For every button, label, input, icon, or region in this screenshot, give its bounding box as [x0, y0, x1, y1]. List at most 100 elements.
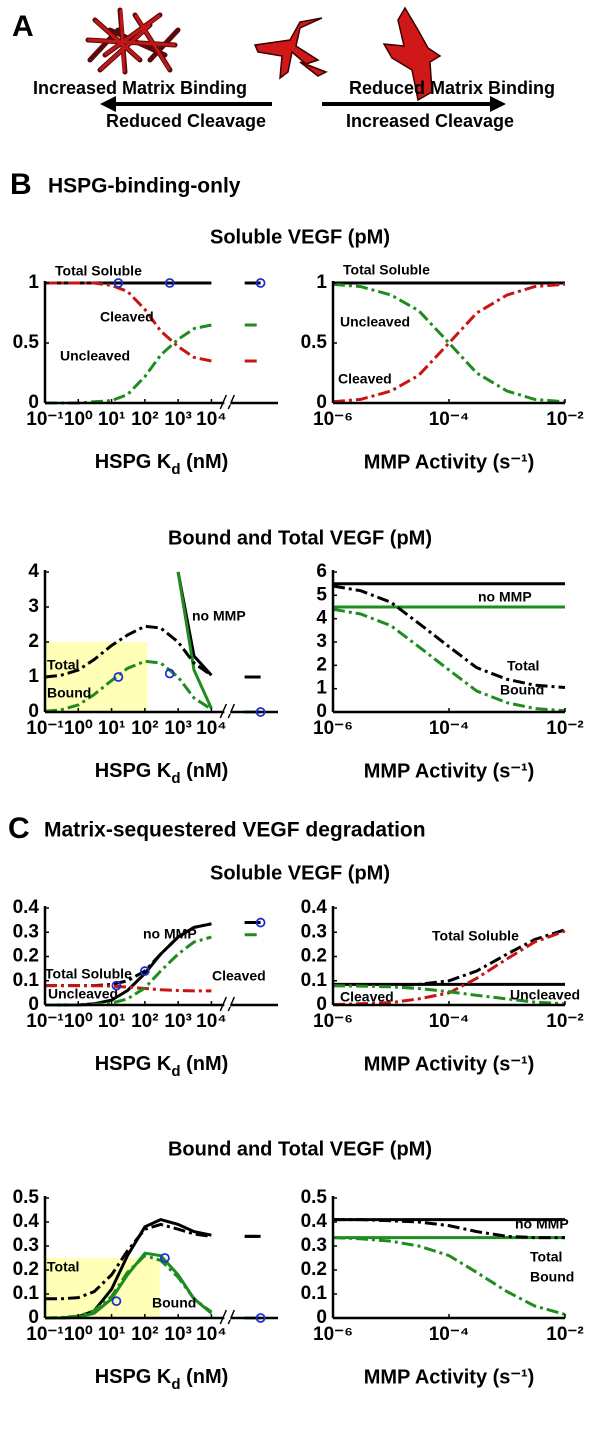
- series-label: Total Soluble: [432, 928, 519, 944]
- series-label: Total: [530, 1249, 562, 1265]
- y-tick-label: 0.3: [301, 1235, 327, 1256]
- series-label: Cleaved: [100, 309, 154, 325]
- x-tick-label: 10⁻¹: [26, 1011, 64, 1032]
- x-tick-label: 10⁻⁶: [313, 1324, 353, 1345]
- series-label: Total: [47, 1259, 79, 1275]
- x-axis-label-part: d: [171, 770, 180, 787]
- x-tick-label: 10²: [131, 1011, 158, 1032]
- panel-title: Matrix-sequestered VEGF degradation: [44, 819, 426, 842]
- x-tick-label: 10⁰: [64, 1324, 93, 1345]
- x-tick-label: 10¹: [98, 718, 125, 739]
- point-marker: [113, 278, 124, 288]
- x-axis-label-part: (nM): [181, 1053, 229, 1075]
- x-axis-label-part: HSPG K: [95, 451, 172, 473]
- x-tick-label: 10⁻⁴: [429, 1324, 470, 1345]
- y-tick-label: 0: [28, 701, 39, 722]
- x-tick-label: 10³: [164, 1011, 191, 1032]
- x-axis-label: HSPG Kd (nM): [95, 760, 229, 787]
- x-tick-label: 10¹: [98, 409, 125, 430]
- y-tick-label: 6: [316, 561, 327, 582]
- series-label: Bound: [47, 685, 91, 701]
- x-tick-label: 10²: [131, 718, 158, 739]
- y-tick-label: 2: [316, 654, 327, 675]
- arrow-head: [100, 96, 116, 112]
- series-label: Cleaved: [212, 968, 266, 984]
- chart: 0 0.5 1 10⁻⁶ 10⁻⁴ 10⁻² MMP Activity (s⁻¹) Total…: [301, 262, 584, 474]
- x-axis-label: MMP Activity (s⁻¹): [364, 451, 535, 473]
- x-axis-label: HSPG Kd (nM): [95, 1366, 229, 1393]
- y-tick-label: 0: [316, 701, 327, 722]
- x-axis-label: HSPG Kd (nM): [95, 1053, 229, 1080]
- point-marker: [113, 672, 124, 682]
- point-marker: [255, 917, 266, 928]
- y-tick-label: 1: [316, 678, 327, 699]
- chart: 0 0.1 0.2 0.3 0.4 0.5 10⁻¹ 10⁰ 10¹ 10² 10³ 10⁴ HSPG …: [13, 1187, 278, 1393]
- x-tick-label: 10⁻⁴: [429, 409, 470, 430]
- arrow-text: Increased Matrix Binding: [33, 78, 247, 98]
- x-tick-label: 10⁻⁶: [313, 409, 353, 430]
- series-line: [332, 1236, 566, 1316]
- x-tick-label: 10⁻⁴: [429, 718, 470, 739]
- axis-break-gap: [224, 1316, 231, 1320]
- chart: 01 234 56 10⁻⁶ 10⁻⁴ 10⁻² MMP Activity (s⁻¹) no …: [313, 561, 584, 782]
- arrow-text: Reduced Matrix Binding: [349, 78, 555, 98]
- chart: 0 0.1 0.2 0.3 0.4 10⁻¹ 10⁰ 10¹ 10² 10³ 10⁴ HSPG Kd …: [13, 897, 278, 1080]
- y-tick-label: 0: [316, 1307, 327, 1328]
- x-tick-label: 10⁻¹: [26, 718, 64, 739]
- point-marker: [139, 966, 150, 976]
- series-line: [333, 928, 566, 988]
- x-tick-label: 10⁰: [64, 409, 93, 430]
- y-tick-label: 4: [316, 608, 327, 629]
- y-tick-label: 0.5: [13, 1187, 40, 1208]
- y-tick-label: 0.5: [301, 332, 328, 353]
- chart: 0 0.1 0.2 0.3 0.4 10⁻⁶ 10⁻⁴ 10⁻² MMP Activity (s…: [301, 897, 584, 1075]
- series-label: Uncleaved: [510, 987, 580, 1003]
- y-tick-label: 0.5: [13, 332, 40, 353]
- row-title: Soluble VEGF (pM): [210, 862, 390, 884]
- y-tick-label: 0.4: [301, 897, 328, 918]
- y-tick-label: 0.1: [13, 970, 40, 991]
- chart: 0 0.1 0.2 0.3 0.4 0.5 10⁻⁶ 10⁻⁴ 10⁻² MMP Activity…: [301, 1187, 584, 1388]
- y-tick-label: 0.1: [301, 1283, 328, 1304]
- x-tick-label: 10⁻⁴: [429, 1011, 470, 1032]
- x-tick-label: 10³: [164, 718, 191, 739]
- series-label: Uncleaved: [48, 986, 118, 1002]
- series-label: Bound: [530, 1269, 574, 1285]
- row-title: Bound and Total VEGF (pM): [168, 527, 432, 549]
- series-label: Uncleaved: [340, 314, 410, 330]
- series-line: [45, 1222, 261, 1301]
- y-tick-label: 0.4: [13, 1211, 40, 1232]
- panel-label: B: [10, 168, 32, 201]
- series-line: [332, 584, 566, 689]
- x-tick-label: 10²: [131, 1324, 158, 1345]
- y-tick-label: 0.5: [301, 1187, 328, 1208]
- x-axis-label: MMP Activity (s⁻¹): [364, 1366, 535, 1388]
- chart: 0 0.5 1 10⁻¹ 10⁰ 10¹ 10² 10³ 10⁴ HSPG Kd (nM) Tota…: [13, 263, 278, 478]
- shaded-region: [45, 642, 148, 712]
- x-axis-label: MMP Activity (s⁻¹): [364, 760, 535, 782]
- y-tick-label: 0.2: [13, 1259, 39, 1280]
- y-tick-label: 0: [316, 994, 327, 1015]
- x-tick-label: 10⁰: [64, 718, 93, 739]
- x-tick-label: 10⁴: [196, 1324, 227, 1345]
- point-marker: [255, 707, 266, 717]
- arrows: [100, 96, 506, 112]
- y-tick-label: 0: [28, 1307, 39, 1328]
- series-label: no MMP: [192, 608, 246, 624]
- x-axis-label-part: (nM): [181, 1366, 229, 1388]
- y-tick-label: 0: [316, 392, 327, 413]
- y-tick-label: 0.4: [13, 897, 40, 918]
- axis-break-gap: [224, 710, 231, 714]
- x-axis-label-part: d: [171, 1376, 180, 1393]
- y-tick-label: 0.2: [301, 1259, 327, 1280]
- y-tick-label: 3: [316, 631, 327, 652]
- medium-cell: [253, 17, 328, 80]
- y-tick-label: 0.3: [301, 921, 327, 942]
- point-marker: [111, 980, 122, 991]
- y-tick-label: 0.2: [301, 946, 327, 967]
- arrow-text: Reduced Cleavage: [106, 111, 266, 131]
- x-tick-label: 10⁻⁶: [313, 718, 353, 739]
- panel-label: C: [8, 812, 30, 845]
- series-label: Uncleaved: [60, 348, 130, 364]
